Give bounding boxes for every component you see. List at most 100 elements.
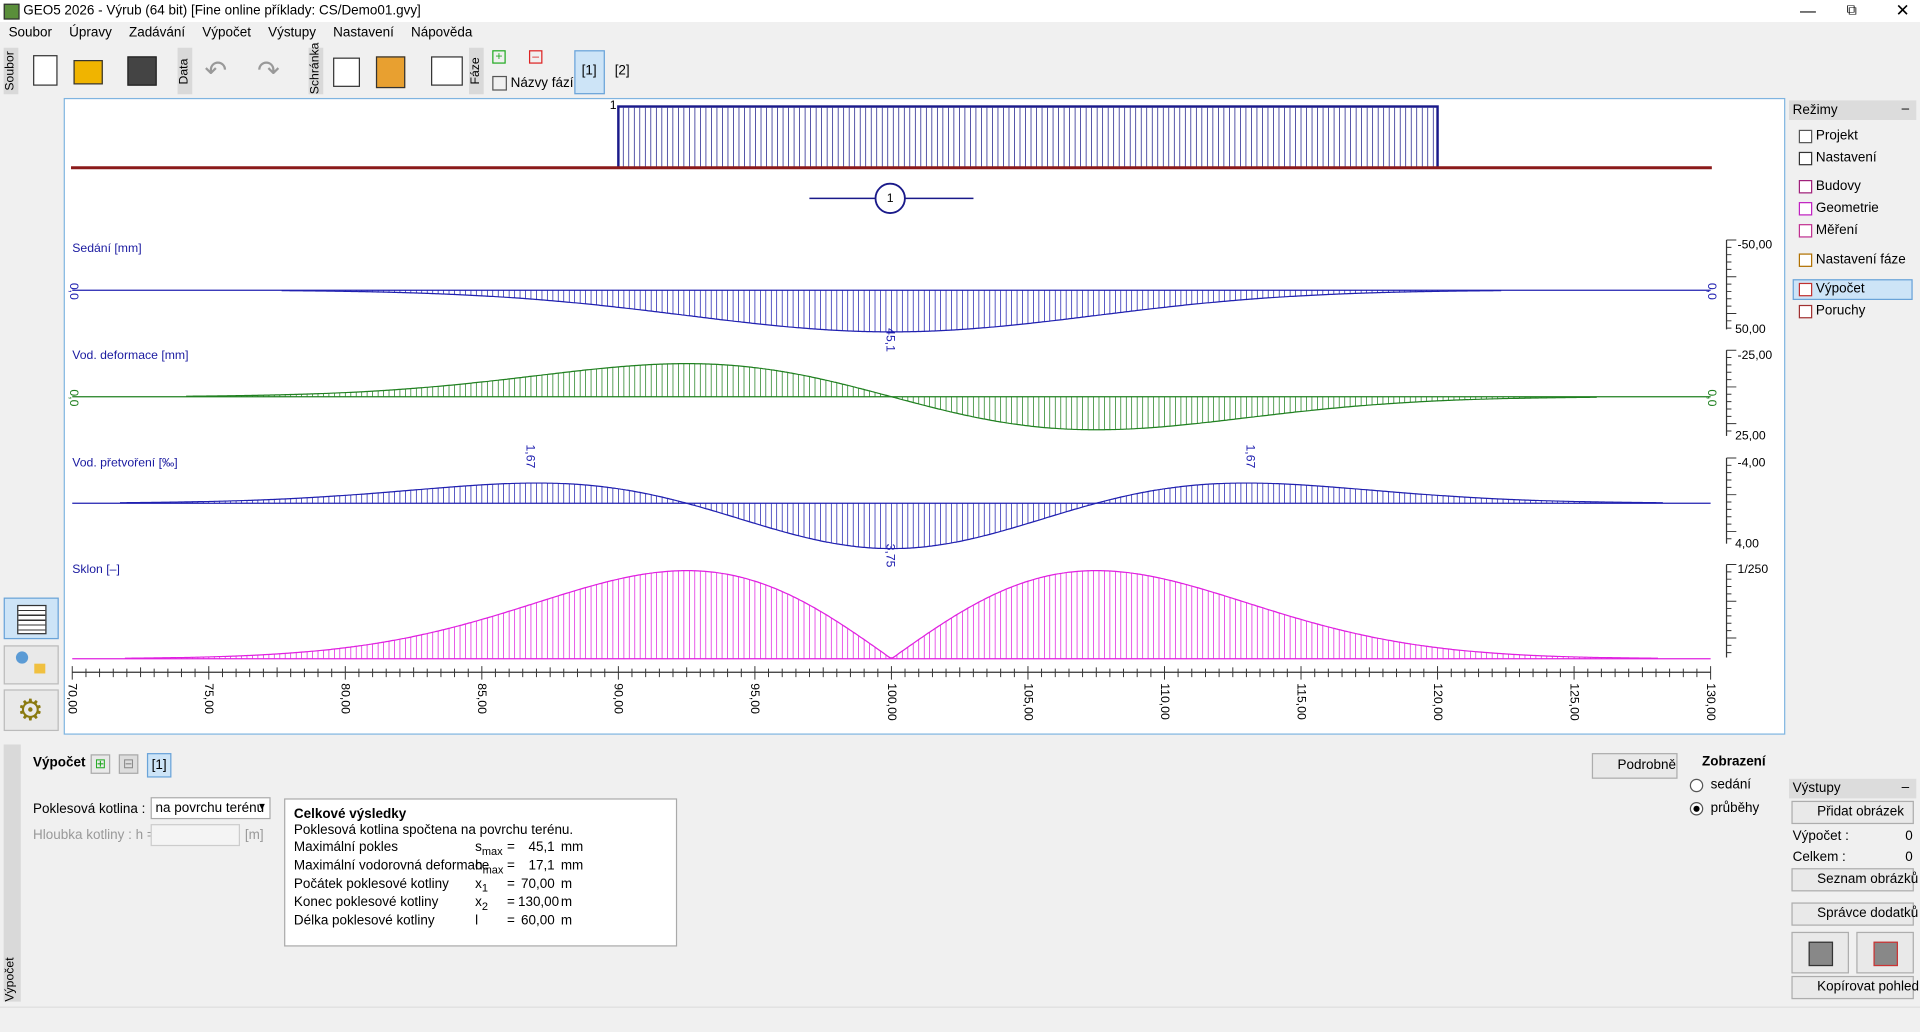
menu-item[interactable]: Zadávání <box>129 26 185 41</box>
remove-phase[interactable]: – <box>529 50 542 63</box>
mode-item[interactable]: Měření <box>1816 223 1858 238</box>
value-label: 45,1 <box>884 328 898 352</box>
menu-item[interactable]: Úpravy <box>69 26 112 41</box>
detail-button[interactable]: Podrobně <box>1592 753 1678 779</box>
x-axis-label: 95,00 <box>748 683 762 714</box>
mode-item[interactable]: Projekt <box>1816 129 1858 144</box>
result-value: 17,1 <box>518 858 555 873</box>
result-symbol: x1 <box>475 877 488 894</box>
trough-select[interactable]: na povrchu terénu▼ <box>151 797 271 819</box>
print[interactable] <box>1791 932 1849 974</box>
result-unit: m <box>561 877 572 892</box>
menu-item[interactable]: Soubor <box>9 26 52 41</box>
scale-label: -4,00 <box>1738 456 1766 470</box>
copy-view[interactable]: Kopírovat pohled <box>1791 976 1913 999</box>
menu-item[interactable]: Výstupy <box>268 26 316 41</box>
collapse[interactable]: – <box>1902 102 1910 117</box>
radio-settlement[interactable]: sedání <box>1690 778 1751 793</box>
hatch <box>127 571 1656 659</box>
display-title: Zobrazení <box>1702 754 1766 769</box>
menu-item[interactable]: Výpočet <box>202 26 251 41</box>
result-unit: mm <box>561 858 583 873</box>
results-box: Celkové výsledky Poklesová kotlina spočt… <box>284 798 677 946</box>
phase-names[interactable]: Názvy fází <box>511 76 574 91</box>
hatch <box>285 290 1497 332</box>
styles-icon <box>16 651 28 663</box>
minimize[interactable]: — <box>1800 1 1816 19</box>
result-unit: m <box>561 895 572 910</box>
radio[interactable] <box>1690 778 1703 791</box>
view-styles[interactable] <box>4 645 59 684</box>
redo-icon[interactable]: ↷ <box>257 55 280 87</box>
panel-title: Výstupy <box>1793 781 1841 796</box>
depth-input[interactable] <box>151 824 240 846</box>
mode-item[interactable]: Nastavení fáze <box>1816 252 1906 267</box>
calc-tab-1[interactable]: [1] <box>147 753 171 777</box>
detail-text: Podrobně <box>1618 758 1676 773</box>
remove-calc[interactable]: ⊟ <box>119 754 139 774</box>
plot-label: Sklon [–] <box>72 562 120 576</box>
toolbar-group-label: Fáze <box>469 48 484 95</box>
mode-item[interactable]: Poruchy <box>1816 304 1865 319</box>
add-picture[interactable]: Přidat obrázek <box>1791 801 1913 824</box>
phase-tab[interactable]: [2] <box>615 64 630 79</box>
view-table[interactable] <box>4 598 59 640</box>
result-name: Konec poklesové kotliny <box>294 895 439 910</box>
mode-item[interactable]: Geometrie <box>1816 201 1879 216</box>
save-icon[interactable] <box>127 56 156 85</box>
result-name: Maximální pokles <box>294 840 398 855</box>
radio-profiles[interactable]: průběhy <box>1690 801 1760 816</box>
paste-icon[interactable] <box>376 56 405 88</box>
add-phase[interactable]: + <box>492 50 505 63</box>
result-value: 45,1 <box>518 840 555 855</box>
undo-icon[interactable]: ↶ <box>204 55 227 87</box>
total-count-label: Celkem : <box>1793 850 1846 865</box>
calc-tab[interactable]: Výpočet <box>4 744 21 1001</box>
value-label: 3,75 <box>884 544 898 568</box>
x-axis-ticks <box>72 666 1710 679</box>
zero-label: 0,0 <box>67 389 81 406</box>
x-axis-label: 120,00 <box>1431 683 1445 721</box>
scale-label: -50,00 <box>1738 238 1773 252</box>
title-bar: GEO5 2026 - Výrub (64 bit) [Fine online … <box>0 0 1920 22</box>
menu-item[interactable]: Nápověda <box>411 26 472 41</box>
depth-label: Hloubka kotliny : h = <box>33 828 155 843</box>
table-icon <box>17 605 46 634</box>
outputs-panel: Výstupy– Přidat obrázek Výpočet : 0 Celk… <box>1789 779 1916 999</box>
mode-icon <box>1799 130 1812 143</box>
calc-count-label: Výpočet : <box>1793 829 1849 844</box>
x-axis-label: 125,00 <box>1567 683 1581 721</box>
open-icon[interactable] <box>73 60 102 84</box>
close[interactable]: ✕ <box>1896 0 1910 21</box>
menu-item[interactable]: Nastavení <box>333 26 394 41</box>
trough-value: na povrchu terénu <box>156 801 265 816</box>
x-axis-label: 70,00 <box>66 683 80 714</box>
status-bar <box>0 1007 1920 1032</box>
copy-icon[interactable] <box>333 58 360 87</box>
button-text: Správce dodatků <box>1817 906 1918 921</box>
result-subscript: max <box>483 863 504 875</box>
mode-icon <box>1799 152 1812 165</box>
maximize[interactable]: ⧉ <box>1847 1 1858 19</box>
radio[interactable] <box>1690 802 1703 815</box>
toolbar: Soubor Data ↶ ↷ Schránka Fáze + – Názvy … <box>0 45 1920 96</box>
print-preview[interactable] <box>1856 932 1914 974</box>
mode-icon <box>1799 202 1812 215</box>
appendix-manager[interactable]: Správce dodatků <box>1791 902 1913 925</box>
view-settings[interactable]: ⚙ <box>4 689 59 731</box>
mode-item[interactable]: Budovy <box>1816 179 1861 194</box>
collapse[interactable]: – <box>1902 780 1910 795</box>
result-value: 60,00 <box>518 913 555 928</box>
x-axis-label: 130,00 <box>1704 683 1718 721</box>
new-icon[interactable] <box>33 55 57 86</box>
mode-item[interactable]: Výpočet <box>1816 282 1865 297</box>
paste-special-icon[interactable] <box>431 56 463 85</box>
value-label: 1,67 <box>1244 444 1258 468</box>
add-calc[interactable]: ⊞ <box>91 754 111 774</box>
picture-list[interactable]: Seznam obrázků <box>1791 868 1913 891</box>
result-subscript: max <box>482 845 503 857</box>
phase-tab[interactable]: [1] <box>582 64 597 79</box>
mode-item[interactable]: Nastavení <box>1816 151 1877 166</box>
hatch <box>121 483 1661 549</box>
